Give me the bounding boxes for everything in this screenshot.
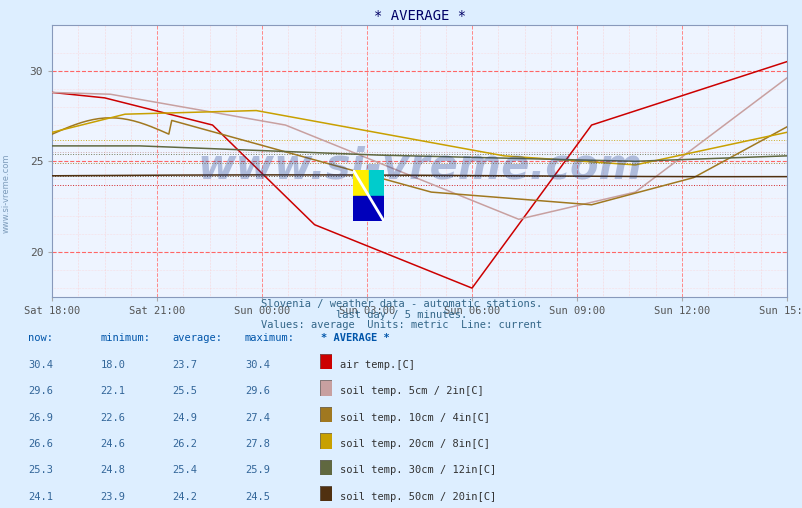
- Text: 26.6: 26.6: [28, 439, 53, 449]
- Text: soil temp. 50cm / 20in[C]: soil temp. 50cm / 20in[C]: [340, 492, 496, 502]
- Text: 26.9: 26.9: [28, 412, 53, 423]
- Text: 25.9: 25.9: [245, 465, 269, 475]
- Text: Values: average  Units: metric  Line: current: Values: average Units: metric Line: curr…: [261, 320, 541, 330]
- Text: soil temp. 20cm / 8in[C]: soil temp. 20cm / 8in[C]: [340, 439, 490, 449]
- Bar: [353, 196, 383, 221]
- Text: 24.8: 24.8: [100, 465, 125, 475]
- Text: maximum:: maximum:: [245, 333, 294, 343]
- Text: 25.5: 25.5: [172, 386, 197, 396]
- Text: 22.6: 22.6: [100, 412, 125, 423]
- Text: minimum:: minimum:: [100, 333, 150, 343]
- Text: 27.4: 27.4: [245, 412, 269, 423]
- Bar: [353, 170, 368, 196]
- Text: 23.9: 23.9: [100, 492, 125, 502]
- Text: 18.0: 18.0: [100, 360, 125, 370]
- Text: 24.9: 24.9: [172, 412, 197, 423]
- Text: 23.7: 23.7: [172, 360, 197, 370]
- Text: www.si-vreme.com: www.si-vreme.com: [196, 146, 642, 188]
- Text: soil temp. 30cm / 12in[C]: soil temp. 30cm / 12in[C]: [340, 465, 496, 475]
- Text: 25.4: 25.4: [172, 465, 197, 475]
- Text: 25.3: 25.3: [28, 465, 53, 475]
- Text: 24.6: 24.6: [100, 439, 125, 449]
- Text: 27.8: 27.8: [245, 439, 269, 449]
- Text: now:: now:: [28, 333, 53, 343]
- Text: soil temp. 5cm / 2in[C]: soil temp. 5cm / 2in[C]: [340, 386, 484, 396]
- Text: 26.2: 26.2: [172, 439, 197, 449]
- Text: * AVERAGE *: * AVERAGE *: [321, 333, 390, 343]
- Text: 22.1: 22.1: [100, 386, 125, 396]
- Text: last day / 5 minutes.: last day / 5 minutes.: [335, 309, 467, 320]
- Text: www.si-vreme.com: www.si-vreme.com: [2, 153, 11, 233]
- Text: 30.4: 30.4: [28, 360, 53, 370]
- Text: average:: average:: [172, 333, 222, 343]
- Text: Slovenia / weather data - automatic stations.: Slovenia / weather data - automatic stat…: [261, 299, 541, 309]
- Text: 29.6: 29.6: [245, 386, 269, 396]
- Text: air temp.[C]: air temp.[C]: [340, 360, 415, 370]
- Title: * AVERAGE *: * AVERAGE *: [373, 9, 465, 23]
- Text: 24.5: 24.5: [245, 492, 269, 502]
- Text: 30.4: 30.4: [245, 360, 269, 370]
- Text: 24.1: 24.1: [28, 492, 53, 502]
- Text: 24.2: 24.2: [172, 492, 197, 502]
- Text: 29.6: 29.6: [28, 386, 53, 396]
- Text: soil temp. 10cm / 4in[C]: soil temp. 10cm / 4in[C]: [340, 412, 490, 423]
- Bar: [368, 170, 383, 196]
